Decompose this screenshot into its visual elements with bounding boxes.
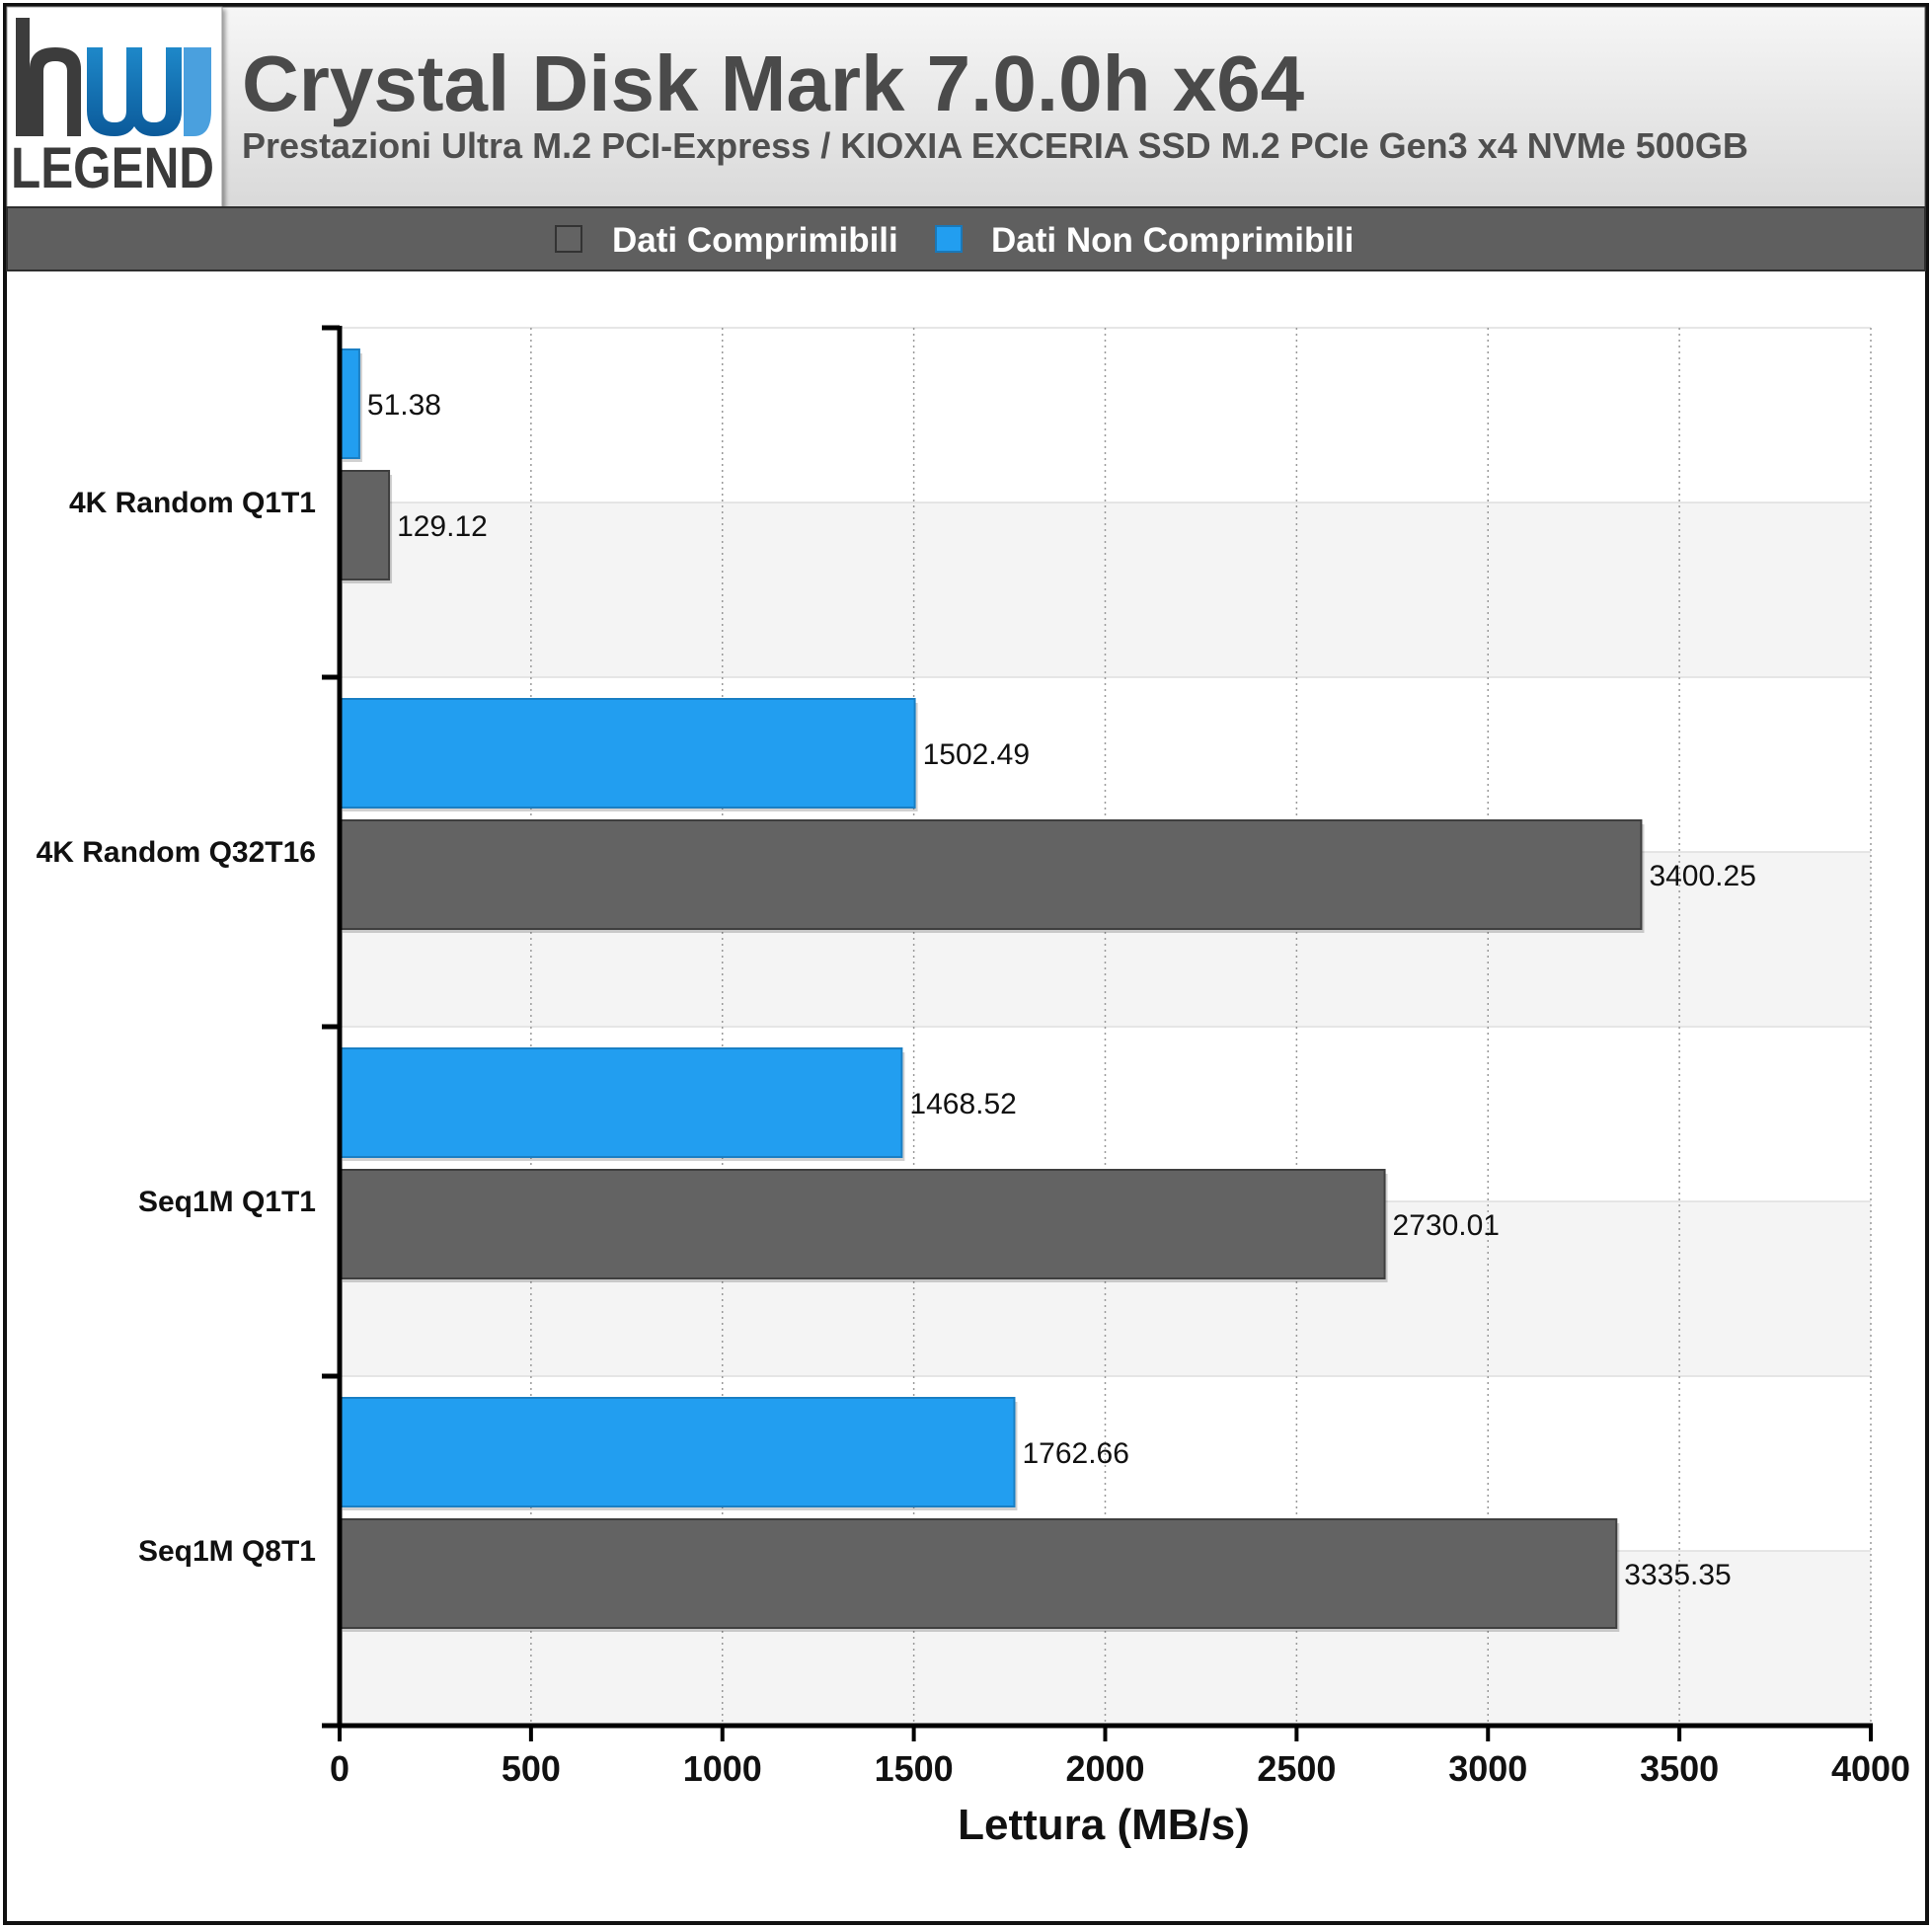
x-tick-label: 2500 <box>1257 1748 1336 1789</box>
legend-swatch-comprimibili <box>555 225 582 253</box>
x-tick-label: 4000 <box>1831 1748 1910 1789</box>
x-axis-label: Lettura (MB/s) <box>958 1801 1250 1849</box>
legend: Dati Comprimibili Dati Non Comprimibili <box>555 221 1354 260</box>
grid-lines <box>530 328 1872 1726</box>
category-label: 4K Random Q1T1 <box>69 487 316 519</box>
x-tick-label: 3000 <box>1448 1748 1527 1789</box>
legend-label-non-comprimibili: Dati Non Comprimibili <box>991 221 1354 260</box>
x-tick-label: 2000 <box>1065 1748 1144 1789</box>
bar <box>339 1047 903 1158</box>
data-label: 1502.49 <box>923 738 1030 771</box>
x-tick-labels: 0 500 1000 1500 2000 2500 3000 3500 4000 <box>330 1748 1910 1789</box>
bar <box>339 470 391 580</box>
x-tick-label: 1000 <box>683 1748 762 1789</box>
x-tick-label: 3500 <box>1640 1748 1719 1789</box>
legend-band <box>6 206 1926 271</box>
category-labels: 4K Random Q1T1 4K Random Q32T16 Seq1M Q1T1… <box>37 487 316 1568</box>
chart-title: Crystal Disk Mark 7.0.0h x64 <box>242 39 1305 127</box>
bar <box>339 1169 1386 1279</box>
logo-mark-icon <box>16 18 211 136</box>
data-label: 2730.01 <box>1393 1209 1500 1242</box>
header-band <box>6 6 1926 208</box>
axes <box>322 325 1873 1741</box>
category-label: Seq1M Q1T1 <box>138 1186 316 1218</box>
x-tick-label: 500 <box>502 1748 561 1789</box>
category-label: Seq1M Q8T1 <box>138 1535 316 1568</box>
legend-swatch-non-comprimibili <box>935 225 963 253</box>
legend-label-comprimibili: Dati Comprimibili <box>612 221 898 260</box>
data-label: 1762.66 <box>1022 1437 1128 1470</box>
bar <box>339 819 1643 930</box>
data-label: 3335.35 <box>1624 1559 1731 1591</box>
logo-word: LEGEND <box>11 136 214 200</box>
bar <box>339 1397 1016 1507</box>
x-tick-label: 0 <box>330 1748 349 1789</box>
data-labels: 51.38 129.12 1502.49 3400.25 1468.52 2730.01 1… <box>367 389 1756 1591</box>
chart-subtitle: Prestazioni Ultra M.2 PCI-Express / KIOX… <box>242 125 1748 166</box>
bar <box>339 348 360 459</box>
data-label: 51.38 <box>367 389 441 422</box>
data-label: 3400.25 <box>1649 860 1755 892</box>
bar <box>339 1518 1618 1629</box>
bars <box>339 348 1645 1632</box>
x-tick-label: 1500 <box>875 1748 954 1789</box>
data-label: 1468.52 <box>909 1088 1016 1120</box>
bar <box>339 698 916 809</box>
category-label: 4K Random Q32T16 <box>37 836 316 869</box>
data-label: 129.12 <box>397 510 488 543</box>
